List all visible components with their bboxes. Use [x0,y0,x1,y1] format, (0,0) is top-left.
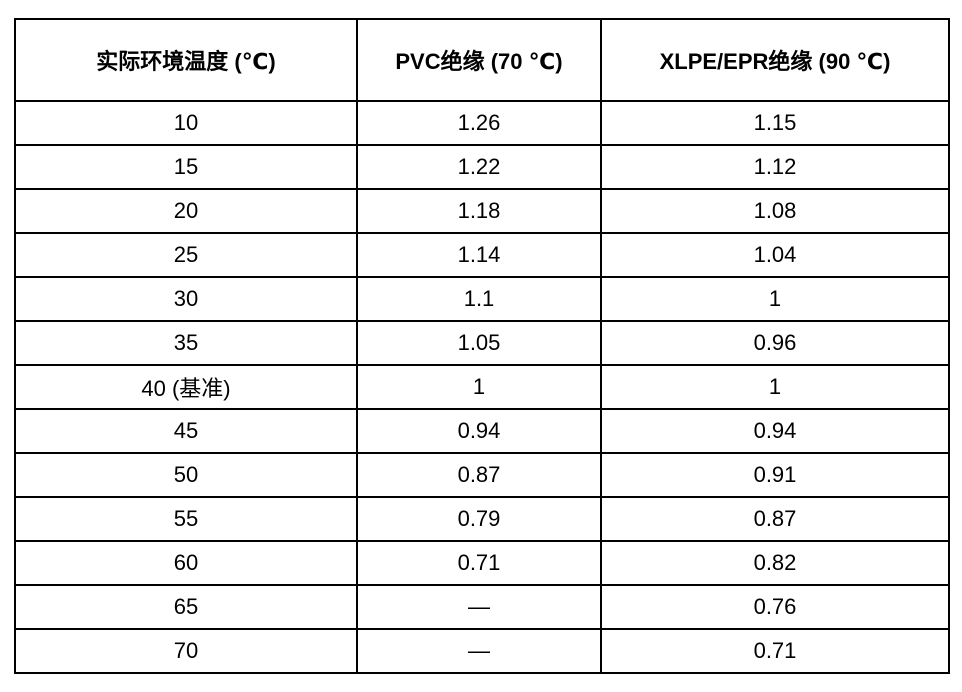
table-row: 25 1.14 1.04 [14,232,950,278]
pvc-factor-cell: 0.87 [356,452,602,498]
temperature-cell: 25 [14,232,358,278]
xlpe-factor-cell: 1 [600,276,950,322]
table-row: 35 1.05 0.96 [14,320,950,366]
table-row: 55 0.79 0.87 [14,496,950,542]
pvc-factor-cell: 0.71 [356,540,602,586]
xlpe-factor-cell: 1.15 [600,100,950,146]
table-row: 65—0.76 [14,584,950,630]
temperature-cell: 70 [14,628,358,674]
header-pvc: PVC绝缘 (70 ℃) [356,18,602,102]
xlpe-factor-cell: 0.82 [600,540,950,586]
table-row: 20 1.18 1.08 [14,188,950,234]
temperature-cell: 40 (基准) [14,364,358,410]
pvc-factor-cell: — [356,628,602,674]
table-row: 45 0.94 0.94 [14,408,950,454]
xlpe-factor-cell: 1.12 [600,144,950,190]
temperature-cell: 60 [14,540,358,586]
table-row: 15 1.22 1.12 [14,144,950,190]
temperature-cell: 45 [14,408,358,454]
table-header: 实际环境温度 (℃) PVC绝缘 (70 ℃) XLPE/EPR绝缘 (90 ℃… [14,18,950,102]
table-row: 10 1.26 1.15 [14,100,950,146]
pvc-factor-cell: 0.79 [356,496,602,542]
header-xlpe: XLPE/EPR绝缘 (90 ℃) [600,18,950,102]
pvc-factor-cell: 0.94 [356,408,602,454]
temperature-cell: 15 [14,144,358,190]
xlpe-factor-cell: 0.87 [600,496,950,542]
temperature-cell: 10 [14,100,358,146]
pvc-factor-cell: 1 [356,364,602,410]
table-row: 30 1.1 1 [14,276,950,322]
xlpe-factor-cell: 0.96 [600,320,950,366]
temperature-correction-table: 实际环境温度 (℃) PVC绝缘 (70 ℃) XLPE/EPR绝缘 (90 ℃… [14,18,950,674]
temperature-cell: 20 [14,188,358,234]
table-row: 60 0.71 0.82 [14,540,950,586]
pvc-factor-cell: 1.18 [356,188,602,234]
table-row: 70—0.71 [14,628,950,674]
temperature-cell: 55 [14,496,358,542]
xlpe-factor-cell: 0.71 [600,628,950,674]
xlpe-factor-cell: 1.04 [600,232,950,278]
header-temperature: 实际环境温度 (℃) [14,18,358,102]
temperature-cell: 50 [14,452,358,498]
xlpe-factor-cell: 0.91 [600,452,950,498]
temperature-cell: 35 [14,320,358,366]
xlpe-factor-cell: 0.94 [600,408,950,454]
table-row: 40 (基准) 1 1 [14,364,950,410]
pvc-factor-cell: 1.05 [356,320,602,366]
pvc-factor-cell: 1.1 [356,276,602,322]
temperature-cell: 65 [14,584,358,630]
pvc-factor-cell: 1.14 [356,232,602,278]
header-row: 实际环境温度 (℃) PVC绝缘 (70 ℃) XLPE/EPR绝缘 (90 ℃… [14,18,950,102]
pvc-factor-cell: 1.22 [356,144,602,190]
table-body: 10 1.26 1.15 15 1.22 1.12 20 1.18 1.08 25 1.14 1.04… [14,100,950,674]
xlpe-factor-cell: 1.08 [600,188,950,234]
xlpe-factor-cell: 1 [600,364,950,410]
xlpe-factor-cell: 0.76 [600,584,950,630]
pvc-factor-cell: — [356,584,602,630]
table-row: 50 0.87 0.91 [14,452,950,498]
pvc-factor-cell: 1.26 [356,100,602,146]
temperature-cell: 30 [14,276,358,322]
